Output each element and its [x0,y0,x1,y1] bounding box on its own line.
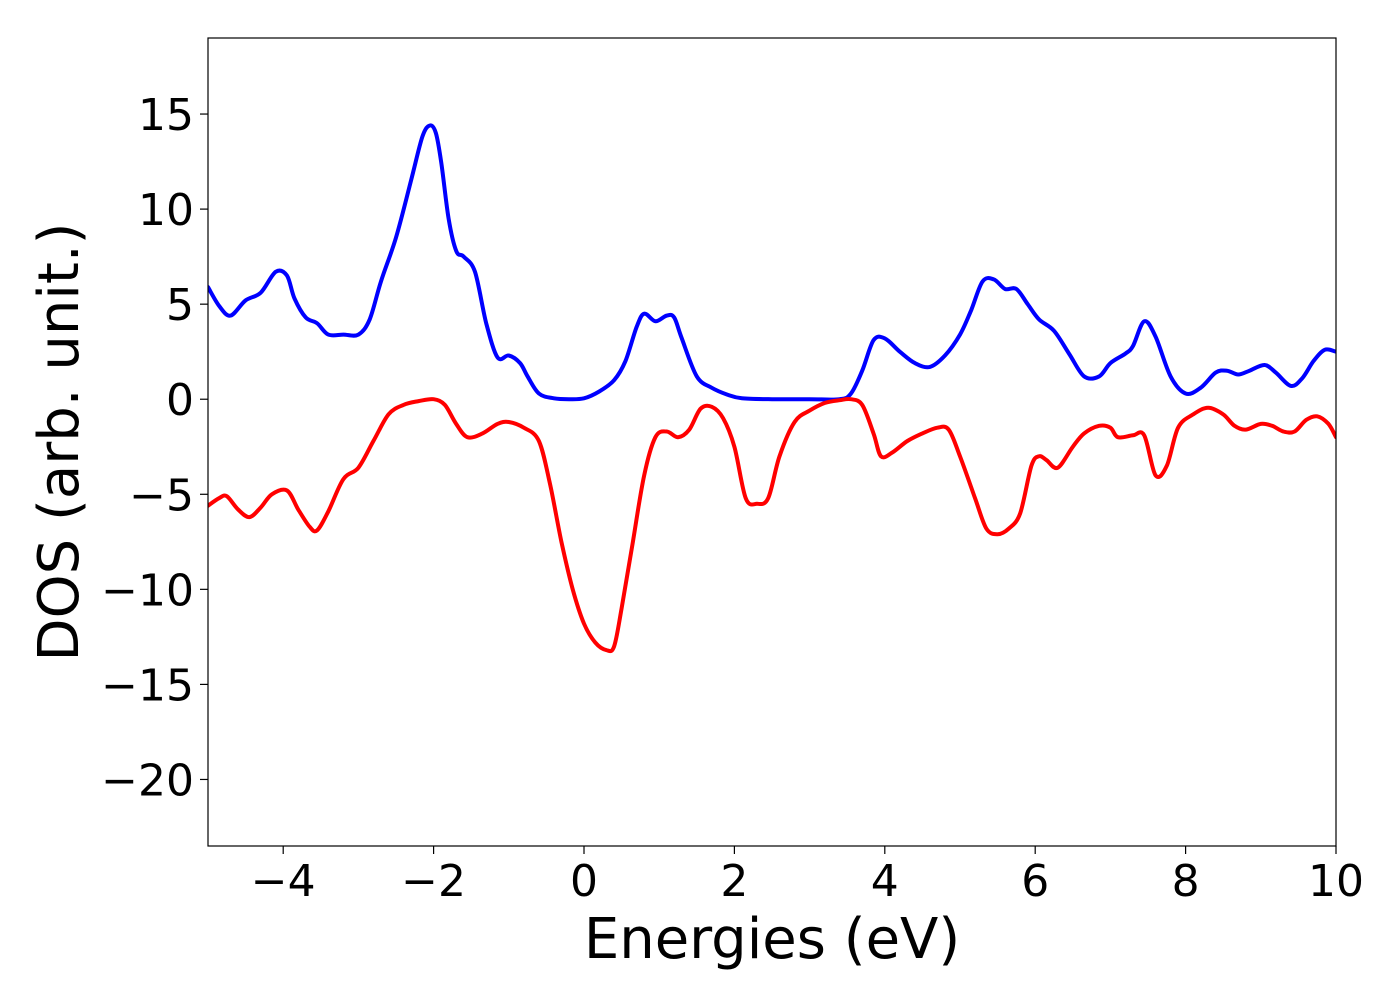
y-tick-label: 15 [138,90,194,141]
x-tick-label: 10 [1308,856,1364,907]
x-axis: −4 −2 0 2 4 6 8 10 [251,846,1364,907]
y-tick-label: −10 [101,565,194,616]
x-axis-label: Energies (eV) [584,907,960,972]
y-tick-label: 10 [138,185,194,236]
x-tick-label: −2 [401,856,466,907]
y-axis: −20 −15 −10 −5 0 5 10 15 [101,90,208,806]
y-tick-label: 5 [166,280,194,331]
x-tick-label: −4 [251,856,316,907]
plot-frame [207,37,1337,847]
y-axis-label: DOS (arb. unit.) [27,222,92,661]
x-tick-label: 8 [1172,856,1200,907]
y-tick-label: −15 [101,660,194,711]
x-tick-label: 6 [1021,856,1049,907]
y-tick-label: 0 [166,375,194,426]
y-tick-label: −5 [129,470,194,521]
series-line-1 [208,123,1336,402]
series-layer [208,123,1336,654]
y-tick-label: −20 [101,755,194,806]
x-tick-label: 2 [720,856,748,907]
series-line-2 [208,396,1336,654]
x-tick-label: 0 [570,856,598,907]
x-tick-label: 4 [871,856,899,907]
